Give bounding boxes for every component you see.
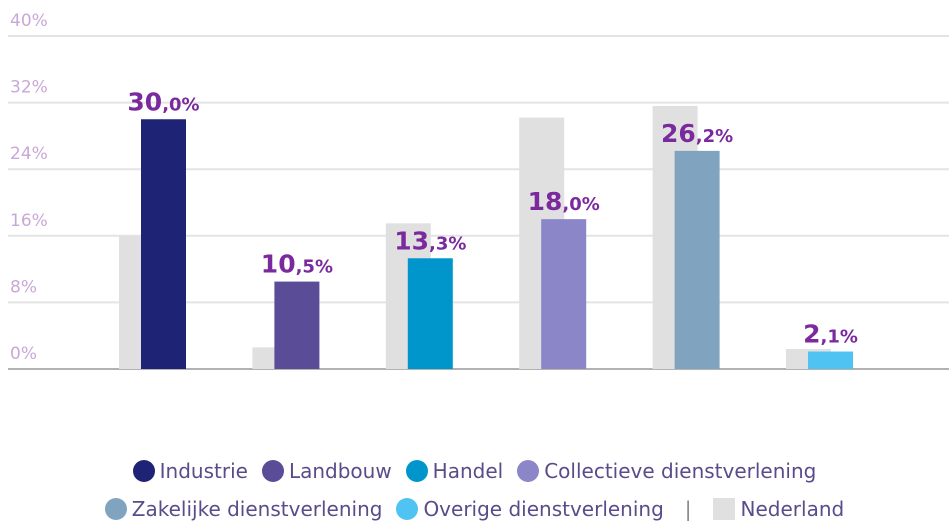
legend-separator: |: [684, 497, 692, 521]
legend-label: Collectieve dienstverlening: [544, 459, 817, 483]
value-label: 18,0%: [528, 187, 600, 216]
value-label-main: 10: [261, 250, 296, 279]
value-label-main: 13: [394, 226, 429, 255]
value-label-rest: ,3%: [429, 233, 466, 254]
value-label: 2,1%: [803, 320, 858, 349]
chart: 0%8%16%24%32%40%30,0%10,5%13,3%18,0%26,2…: [8, 11, 949, 370]
legend-swatch: [104, 498, 127, 520]
y-tick-label: 16%: [10, 211, 48, 231]
y-tick-label: 0%: [10, 344, 37, 364]
bar: [141, 119, 186, 369]
legend-item: Handel: [405, 459, 504, 483]
legend-swatch: [261, 460, 284, 482]
y-tick-label: 32%: [10, 78, 48, 98]
value-label-rest: ,5%: [296, 257, 333, 278]
bar: [808, 351, 853, 369]
value-label-main: 30: [127, 87, 162, 116]
value-label-main: 26: [661, 119, 696, 148]
value-label: 10,5%: [261, 250, 333, 279]
value-label: 13,3%: [394, 226, 466, 255]
bar: [674, 150, 720, 369]
value-label-rest: ,0%: [162, 94, 199, 115]
legend-item: Landbouw: [261, 459, 392, 483]
value-label-main: 2: [803, 320, 820, 349]
bar: [407, 258, 453, 369]
legend-item: Overige dienstverlening: [396, 497, 664, 521]
legend-row: Industrie Landbouw Handel Collectieve diens…: [0, 452, 949, 490]
legend-item: Industrie: [132, 459, 248, 483]
legend-swatch: [396, 498, 419, 520]
y-tick-label: 8%: [10, 277, 37, 297]
legend-swatch: [517, 460, 540, 482]
legend-item: Collectieve dienstverlening: [517, 459, 816, 483]
legend-label: Landbouw: [288, 459, 392, 483]
value-label-rest: ,2%: [696, 126, 733, 147]
legend-label: Nederland: [740, 497, 845, 521]
legend-label: Handel: [432, 459, 504, 483]
legend-label: Zakelijke dienstverlening: [131, 497, 383, 521]
y-tick-label: 40%: [10, 11, 48, 31]
bar: [274, 281, 320, 369]
legend-label: Industrie: [159, 459, 248, 483]
value-label: 30,0%: [127, 87, 199, 116]
legend-row: Zakelijke dienstverlening Overige dienstv…: [0, 490, 949, 528]
value-label-rest: ,1%: [821, 327, 858, 348]
legend: Industrie Landbouw Handel Collectieve diens…: [0, 452, 949, 528]
value-label-main: 18: [528, 187, 563, 216]
legend-swatch: [405, 460, 428, 482]
legend-item: Zakelijke dienstverlening: [104, 497, 383, 521]
legend-label: Overige dienstverlening: [423, 497, 664, 521]
value-label: 26,2%: [661, 119, 733, 148]
value-label-rest: ,0%: [562, 194, 599, 215]
legend-item: Nederland: [712, 497, 845, 521]
bar: [541, 219, 587, 369]
legend-swatch: [712, 498, 735, 520]
legend-swatch: [132, 460, 155, 482]
y-tick-label: 24%: [10, 144, 48, 164]
